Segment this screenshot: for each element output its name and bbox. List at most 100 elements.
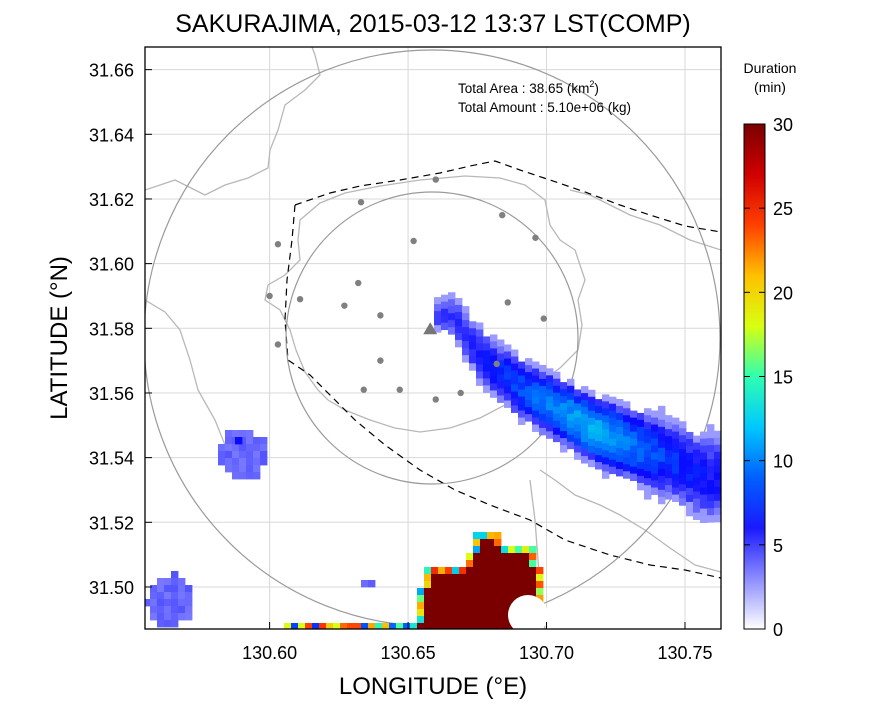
colorbar-tick-label: 5	[773, 536, 783, 556]
deposit-cell	[616, 469, 624, 477]
deposit-cell	[651, 417, 659, 425]
deposit-cell	[630, 410, 638, 419]
deposit-cell	[375, 623, 383, 629]
deposit-cell	[532, 396, 540, 404]
deposit-cell	[185, 606, 193, 614]
deposit-cell	[630, 459, 638, 468]
deposit-cell	[637, 433, 645, 442]
deposit-cell	[609, 410, 617, 419]
deposit-cell	[686, 452, 694, 461]
deposit-cell	[665, 450, 673, 458]
deposit-cell	[700, 515, 708, 523]
deposit-cell	[616, 455, 624, 463]
deposit-cell	[445, 581, 453, 589]
deposit-cell	[490, 362, 498, 370]
deposit-cell	[157, 585, 165, 593]
deposit-cell	[239, 444, 247, 452]
deposit-cell	[651, 473, 659, 481]
deposit-cell	[602, 471, 610, 479]
deposit-cell	[340, 630, 347, 637]
deposit-cell	[522, 553, 530, 561]
deposit-cell	[515, 567, 523, 575]
deposit-cell	[164, 613, 172, 621]
deposit-cell	[434, 325, 442, 333]
deposit-cell	[455, 325, 463, 334]
deposit-cell	[431, 602, 439, 610]
deposit-cell	[588, 396, 596, 405]
deposit-cell	[536, 630, 543, 637]
deposit-cell	[714, 493, 721, 502]
deposit-cell	[665, 492, 673, 500]
deposit-cell	[340, 623, 348, 629]
deposit-cell	[455, 311, 463, 320]
deposit-cell	[693, 491, 701, 500]
deposit-gap	[508, 595, 548, 629]
deposit-cell	[508, 574, 516, 582]
deposit-cell	[637, 475, 645, 484]
deposit-cell	[438, 609, 446, 617]
deposit-cell	[483, 336, 491, 344]
deposit-cell	[253, 437, 261, 445]
deposit-cell	[431, 616, 439, 624]
deposit-cell	[665, 429, 673, 437]
deposit-cell	[518, 382, 526, 390]
deposit-cell	[651, 445, 659, 453]
stations	[266, 176, 547, 403]
deposit-cell	[679, 463, 687, 471]
deposit-cell	[501, 574, 509, 582]
deposit-cell	[686, 459, 694, 468]
deposit-cell	[707, 494, 715, 502]
deposit-cell	[672, 424, 680, 433]
deposit-cell	[637, 447, 645, 456]
deposit-cell	[497, 346, 505, 354]
deposit-cell	[623, 471, 631, 479]
deposit-cell	[260, 437, 268, 445]
deposit-cell	[658, 412, 666, 421]
deposit-cell	[679, 484, 687, 492]
deposit-cell	[644, 415, 652, 423]
deposit-cell	[581, 386, 589, 394]
deposit-cell	[494, 567, 502, 575]
deposit-cell	[581, 449, 589, 457]
deposit-cell	[497, 395, 505, 403]
y-axis: 31.50 31.52 31.54 31.56 31.58 31.60 31.62 31.64…	[89, 61, 152, 598]
deposit-cell	[164, 585, 172, 593]
deposit-cell	[476, 350, 484, 358]
deposit-cell	[508, 546, 516, 554]
deposit-cell	[434, 297, 442, 305]
grid-lines	[145, 47, 721, 629]
deposit-cell	[466, 602, 474, 610]
deposit-cell	[693, 463, 701, 472]
deposit-cell	[609, 466, 617, 475]
deposit-cell	[522, 630, 529, 637]
deposit-cell	[616, 441, 624, 449]
deposit-cell	[508, 595, 516, 603]
deposit-cell	[494, 532, 502, 540]
deposit-cell	[480, 574, 488, 582]
deposit-cell	[609, 445, 617, 454]
deposit-cell	[630, 431, 638, 440]
deposit-cell	[455, 339, 463, 348]
deposit-cell	[494, 602, 502, 610]
deposit-cell	[707, 466, 715, 474]
deposit-cell	[602, 401, 610, 409]
deposit-cell	[462, 341, 470, 349]
deposit-cell	[546, 368, 554, 376]
deposit-cell	[178, 585, 186, 593]
deposit-cell	[616, 413, 624, 421]
deposit-cell	[473, 546, 481, 554]
deposit-cell	[466, 616, 474, 624]
deposit-cell	[253, 458, 261, 466]
y-tick-label: 31.50	[89, 578, 134, 598]
coastline-kagoshima-city	[145, 47, 321, 196]
station-point	[532, 234, 539, 241]
deposit-cell	[651, 480, 659, 488]
plot-frame	[144, 46, 722, 630]
station-point	[377, 312, 384, 319]
deposit-cell	[532, 375, 540, 383]
deposit-cell	[480, 567, 488, 575]
deposit-cell	[644, 478, 652, 486]
deposit-cell	[466, 581, 474, 589]
deposit-cell	[150, 585, 158, 593]
deposit-cell	[574, 438, 582, 446]
